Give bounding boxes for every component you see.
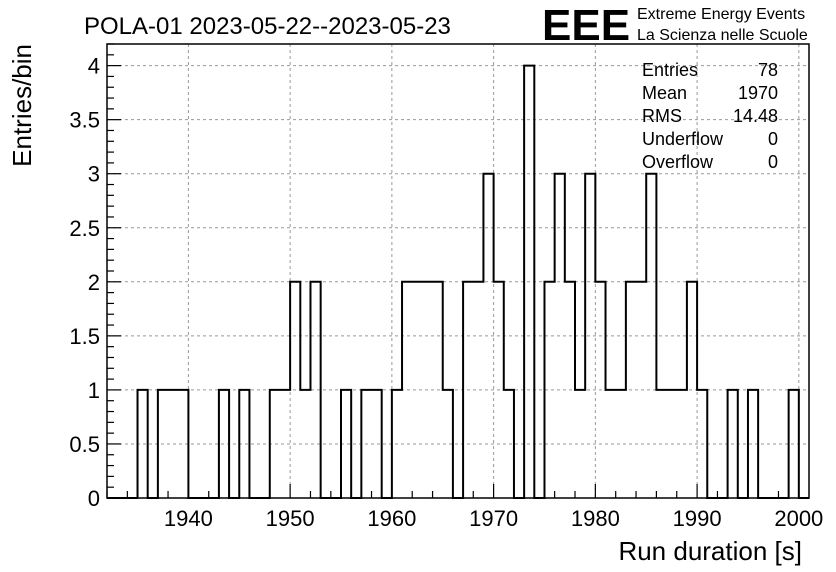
histogram-outline <box>107 64 809 499</box>
stats-label: Entries <box>642 60 698 80</box>
y-tick-label: 0 <box>88 486 100 511</box>
stats-value: 78 <box>758 60 778 80</box>
y-tick-label: 4 <box>88 54 100 79</box>
y-tick-label: 2.5 <box>69 216 100 241</box>
logo-mark: EEE <box>542 1 630 50</box>
x-axis: 1940 1950 1960 1970 1980 1990 2000 <box>106 484 823 531</box>
stats-label: RMS <box>642 106 682 126</box>
stats-box: Entries 78 Mean 1970 RMS 14.48 Underflow 0 Overf… <box>642 60 778 172</box>
stats-label: Overflow <box>642 152 714 172</box>
logo-line-1: Extreme Energy Events <box>637 6 805 23</box>
x-axis-label: Run duration [s] <box>618 536 802 566</box>
y-axis-label: Entries/bin <box>7 44 37 167</box>
y-tick-label: 0.5 <box>69 432 100 457</box>
x-tick-label: 1950 <box>266 506 315 531</box>
y-tick-label: 3.5 <box>69 108 100 133</box>
stats-value: 14.48 <box>733 106 778 126</box>
stats-value: 0 <box>768 129 778 149</box>
x-tick-label: 1990 <box>673 506 722 531</box>
stats-value: 1970 <box>738 83 778 103</box>
y-tick-label: 1 <box>88 378 100 403</box>
plot-frame <box>106 43 810 499</box>
stats-label: Mean <box>642 83 687 103</box>
stats-value: 0 <box>768 152 778 172</box>
x-tick-label: 2000 <box>774 506 823 531</box>
stats-label: Underflow <box>642 129 724 149</box>
eee-logo: EEE Extreme Energy Events La Scienza nel… <box>542 1 808 50</box>
x-tick-label: 1940 <box>164 506 213 531</box>
chart-title: POLA-01 2023-05-22--2023-05-23 <box>84 13 451 40</box>
y-axis: 0 0.5 1 1.5 2 2.5 3 3.5 4 <box>69 43 121 511</box>
y-tick-label: 3 <box>88 162 100 187</box>
x-tick-label: 1960 <box>367 506 416 531</box>
y-tick-label: 1.5 <box>69 324 100 349</box>
x-tick-label: 1970 <box>469 506 518 531</box>
logo-line-2: La Scienza nelle Scuole <box>637 27 808 44</box>
y-tick-label: 2 <box>88 270 100 295</box>
x-tick-label: 1980 <box>571 506 620 531</box>
grid-lines <box>107 44 809 498</box>
